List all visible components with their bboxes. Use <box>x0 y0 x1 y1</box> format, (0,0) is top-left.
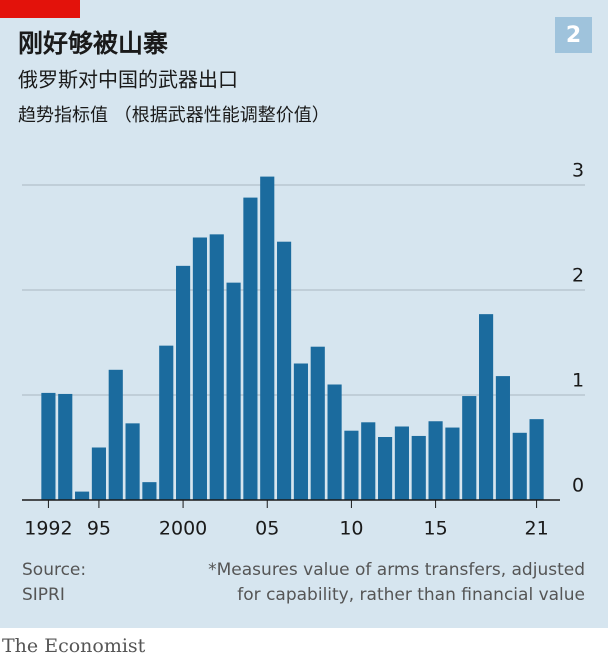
bar <box>260 176 275 500</box>
note: *Measures value of arms transfers, adjus… <box>208 560 585 580</box>
x-tick-label: 05 <box>255 518 279 540</box>
background <box>0 0 608 628</box>
bar <box>159 345 174 500</box>
bar <box>344 430 359 500</box>
y-tick-label: 2 <box>572 265 584 287</box>
chart-title: 刚好够被山寨 <box>18 29 168 58</box>
badge: 2 <box>566 23 581 48</box>
bar <box>58 393 73 500</box>
subtitle: 俄罗斯对中国的武器出口 <box>18 68 238 92</box>
bar <box>41 392 56 500</box>
bar <box>361 422 376 500</box>
bar <box>310 346 325 500</box>
x-tick-label: 2000 <box>159 518 207 540</box>
badge-box <box>555 17 592 53</box>
bar <box>394 426 409 500</box>
bar <box>226 282 241 500</box>
bar <box>479 314 494 500</box>
bar <box>192 237 207 500</box>
bar <box>277 241 292 500</box>
bar <box>91 447 106 500</box>
footer-background <box>0 628 608 662</box>
bar <box>293 363 308 500</box>
bar <box>495 376 510 500</box>
bar <box>445 427 460 500</box>
bar <box>428 421 443 500</box>
bar <box>176 265 191 500</box>
bar <box>75 491 90 500</box>
bar <box>411 435 426 500</box>
red-tag <box>0 0 80 18</box>
x-tick-label: 21 <box>524 518 548 540</box>
y-label: 趋势指标值 （根据武器性能调整价值） <box>18 105 330 126</box>
note: for capability, rather than financial va… <box>237 585 585 605</box>
bar <box>142 482 157 500</box>
y-tick-label: 3 <box>572 160 584 182</box>
bar <box>209 234 224 500</box>
brand: The Economist <box>2 635 146 657</box>
bar <box>125 423 140 500</box>
bar <box>529 419 544 500</box>
source: Source: <box>22 560 86 580</box>
bar <box>243 197 258 500</box>
bar <box>378 437 393 500</box>
x-tick-label: 1992 <box>24 518 72 540</box>
bar <box>512 432 527 500</box>
y-tick-label: 0 <box>572 475 584 497</box>
x-tick-label: 15 <box>423 518 447 540</box>
x-tick-label: 95 <box>87 518 111 540</box>
bar <box>327 384 342 500</box>
source: SIPRI <box>22 585 65 605</box>
x-tick-label: 10 <box>339 518 363 540</box>
bar <box>108 369 123 500</box>
y-tick-label: 1 <box>572 370 584 392</box>
bar <box>462 396 477 500</box>
